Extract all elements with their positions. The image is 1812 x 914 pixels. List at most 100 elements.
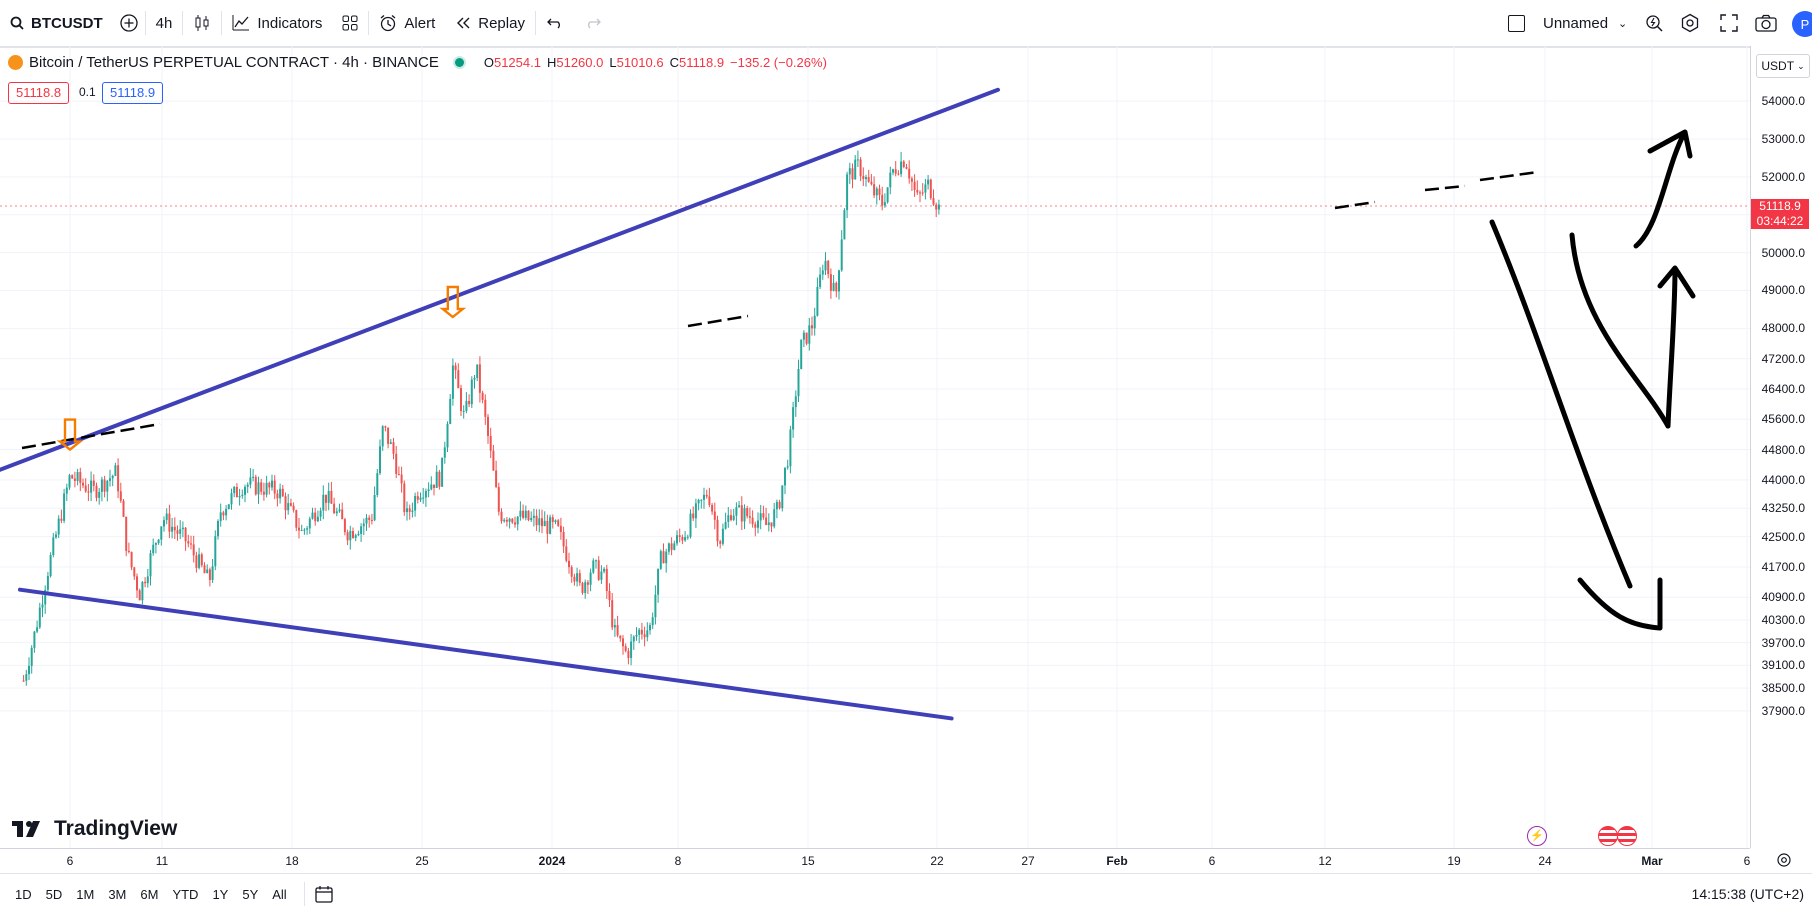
currency-selector[interactable]: USDT ⌄ [1756,54,1810,78]
candle-body [894,169,897,174]
candle-body [273,480,276,494]
candle-body [416,496,419,500]
candle-body [775,501,778,510]
candle-body [589,572,592,585]
candle-body [241,494,244,497]
candle-body [176,530,179,534]
search-icon [10,16,24,30]
bearish-scenario-arrow [1489,219,1633,589]
candle-body [716,519,719,542]
candle-body [867,177,870,182]
goto-date-button[interactable] [315,885,335,903]
candle-body [389,442,392,444]
us-flag-icon[interactable] [1617,826,1637,846]
candle-body [897,173,900,175]
plus-circle-icon [120,14,138,32]
candle-body [516,516,519,525]
candle-body [454,365,457,371]
undo-button[interactable] [536,0,574,46]
range-button-all[interactable]: All [272,886,287,902]
range-button-5y[interactable]: 5Y [242,886,259,902]
settings-button[interactable] [1680,0,1700,46]
sell-price-box[interactable]: 51118.8 [8,82,70,104]
bullish-scenario-arrow [1633,129,1693,249]
range-button-6m[interactable]: 6M [140,886,159,902]
candle-body [694,503,697,519]
candle-body [325,494,327,503]
candle-body [46,575,49,590]
quick-search-button[interactable] [1645,0,1665,46]
candle-body [370,519,373,521]
candle-body [676,535,678,544]
arrow-markers [56,285,467,452]
range-button-1m[interactable]: 1M [76,886,95,902]
time-axis[interactable]: 6 11 18 25 2024 8 15 22 27 Feb 6 12 19 24 Mar 6 [0,848,1750,873]
time-axis-label: 8 [674,854,682,868]
range-button-1y[interactable]: 1Y [212,886,229,902]
indicators-button[interactable]: Indicators [222,0,332,46]
layout-name: Unnamed [1543,14,1609,32]
candle-body [71,475,74,479]
candle-body [179,529,182,534]
currency-label: USDT [1761,59,1795,73]
candle-body [252,476,255,478]
range-button-5d[interactable]: 5D [45,886,63,902]
candle-body [130,552,133,568]
toolbar-divider [182,11,184,35]
candle-body [481,392,484,400]
templates-button[interactable] [332,0,368,46]
candle-body [613,625,616,628]
symbol-search[interactable]: BTCUSDT [0,0,113,46]
candle-body [208,569,211,580]
avatar[interactable]: P [1792,11,1812,37]
range-button-ytd[interactable]: YTD [172,886,199,902]
candle-body [395,453,398,474]
candle-body [411,510,414,512]
candle-body [759,513,762,521]
candle-body [900,161,903,175]
price-chart[interactable] [0,46,1750,848]
candle-body [778,501,781,509]
axis-settings-button[interactable] [1776,852,1792,868]
candle-body [565,546,568,561]
tradingview-logo[interactable]: TradingView [12,817,177,841]
candle-body [368,517,371,520]
alert-button[interactable]: Alert [369,0,445,46]
candle-body [913,181,916,190]
range-button-3m[interactable]: 3M [108,886,127,902]
chart-type-button[interactable] [183,0,221,46]
candle-body [659,551,662,569]
candle-body [748,516,751,518]
layout-selector[interactable]: Unnamed ⌄ [1508,0,1627,46]
candle-body [25,674,28,681]
candle-body [397,473,400,475]
candle-body [306,528,309,530]
candle-body [449,398,452,424]
price-axis[interactable]: 54000.053000.052000.051000.050000.049000… [1750,46,1812,848]
candle-body [68,475,71,488]
fullscreen-button[interactable] [1720,0,1738,46]
replay-button[interactable]: Replay [445,0,535,46]
compare-button[interactable] [113,0,145,46]
candle-body [843,210,846,240]
candle-body [206,569,209,574]
candle-body [551,517,554,523]
candle-body [217,521,219,537]
us-flag-icon[interactable] [1598,826,1618,846]
event-lightning-icon[interactable]: ⚡ [1527,826,1547,846]
interval-button[interactable]: 4h [146,0,183,46]
candle-body [184,527,187,542]
layout-checkbox[interactable] [1508,14,1525,32]
range-button-1d[interactable]: 1D [15,886,32,902]
redo-button[interactable] [574,0,612,46]
candles-series [22,150,940,686]
snapshot-button[interactable] [1755,0,1777,46]
candle-body [111,475,114,479]
alert-label: Alert [404,14,436,32]
buy-price-box[interactable]: 51118.9 [102,82,164,104]
candle-body [865,177,867,180]
close-value: 51118.9 [678,55,725,70]
candle-body [662,551,665,564]
utc-clock[interactable]: 14:15:38 (UTC+2) [1692,886,1804,902]
open-value: 51254.1 [493,55,541,70]
